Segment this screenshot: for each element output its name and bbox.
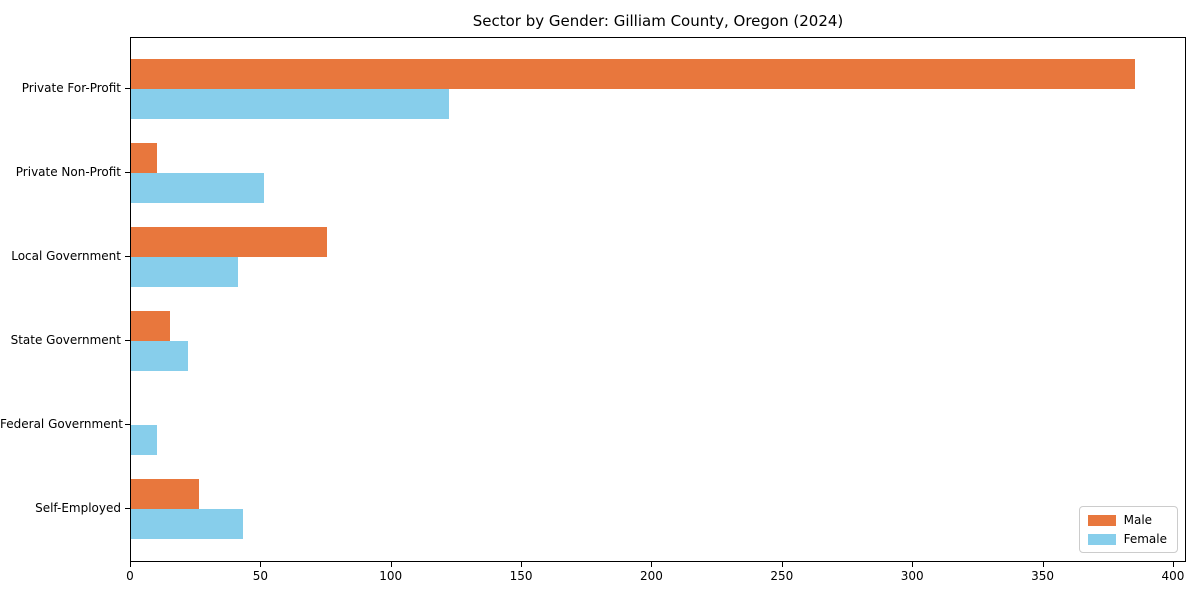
legend-item-male: Male — [1087, 513, 1167, 527]
x-tick-200 — [651, 562, 653, 567]
y-tick-local-government — [125, 256, 130, 257]
y-tick-self-employed — [125, 508, 130, 509]
y-label-local-government: Local Government — [11, 249, 121, 263]
bar-female-state-government — [131, 341, 189, 371]
legend-label-female: Female — [1123, 532, 1167, 546]
bar-male-private-for-profit — [131, 59, 1135, 89]
chart-title: Sector by Gender: Gilliam County, Oregon… — [472, 12, 844, 30]
y-label-state-government: State Government — [10, 333, 121, 347]
x-label-350: 350 — [1031, 569, 1055, 583]
x-tick-300 — [912, 562, 914, 567]
x-tick-0 — [130, 562, 131, 567]
bar-female-private-non-profit — [131, 173, 264, 203]
bar-male-local-government — [131, 227, 327, 257]
y-label-private-for-profit: Private For-Profit — [21, 81, 121, 95]
legend-item-female: Female — [1087, 532, 1167, 546]
legend-label-male: Male — [1123, 513, 1153, 527]
bar-female-federal-government — [131, 425, 158, 455]
bar-male-state-government — [131, 311, 171, 341]
x-label-400: 400 — [1161, 569, 1185, 583]
bar-female-private-for-profit — [131, 89, 450, 119]
bar-female-self-employed — [131, 509, 244, 539]
y-tick-private-for-profit — [125, 88, 130, 89]
male-series-swatch — [1087, 514, 1116, 526]
female-series-swatch — [1087, 533, 1116, 545]
y-tick-private-non-profit — [125, 172, 130, 173]
x-tick-150 — [521, 562, 523, 567]
bar-male-self-employed — [131, 479, 199, 509]
x-label-250: 250 — [770, 569, 794, 583]
x-label-0: 0 — [126, 569, 134, 583]
y-label-private-non-profit: Private Non-Profit — [15, 165, 121, 179]
x-label-300: 300 — [900, 569, 924, 583]
y-tick-state-government — [125, 340, 130, 341]
x-label-50: 50 — [252, 569, 268, 583]
y-tick-federal-government — [125, 424, 130, 425]
x-tick-100 — [390, 562, 392, 567]
legend: Male Female — [1078, 506, 1178, 553]
y-label-self-employed: Self-Employed — [35, 501, 121, 515]
y-label-federal-government: Federal Government — [0, 417, 123, 431]
x-tick-350 — [1042, 562, 1044, 567]
x-tick-250 — [781, 562, 783, 567]
bar-male-private-non-profit — [131, 143, 158, 173]
x-tick-50 — [260, 562, 262, 567]
x-label-100: 100 — [379, 569, 403, 583]
bar-female-local-government — [131, 257, 238, 287]
x-label-150: 150 — [509, 569, 533, 583]
x-tick-400 — [1172, 562, 1174, 567]
plot-area: Male Female — [130, 37, 1186, 562]
x-label-200: 200 — [640, 569, 663, 583]
